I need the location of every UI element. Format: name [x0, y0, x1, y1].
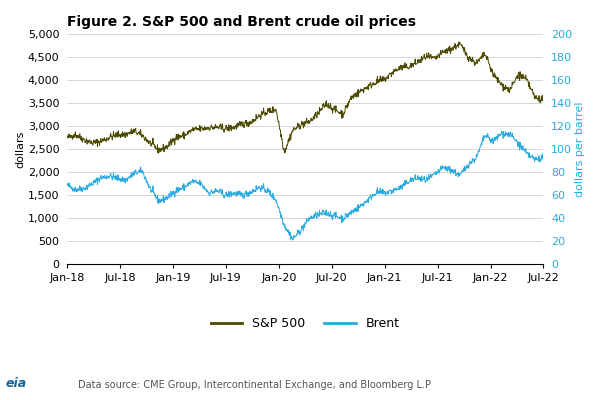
Legend: S&P 500, Brent: S&P 500, Brent: [206, 312, 404, 335]
Text: eia: eia: [6, 377, 27, 390]
Text: Data source: CME Group, Intercontinental Exchange, and Bloomberg L.P: Data source: CME Group, Intercontinental…: [78, 380, 431, 390]
Y-axis label: dollars: dollars: [15, 131, 25, 168]
Y-axis label: dollars per barrel: dollars per barrel: [575, 102, 585, 197]
Text: Figure 2. S&P 500 and Brent crude oil prices: Figure 2. S&P 500 and Brent crude oil pr…: [67, 15, 416, 29]
